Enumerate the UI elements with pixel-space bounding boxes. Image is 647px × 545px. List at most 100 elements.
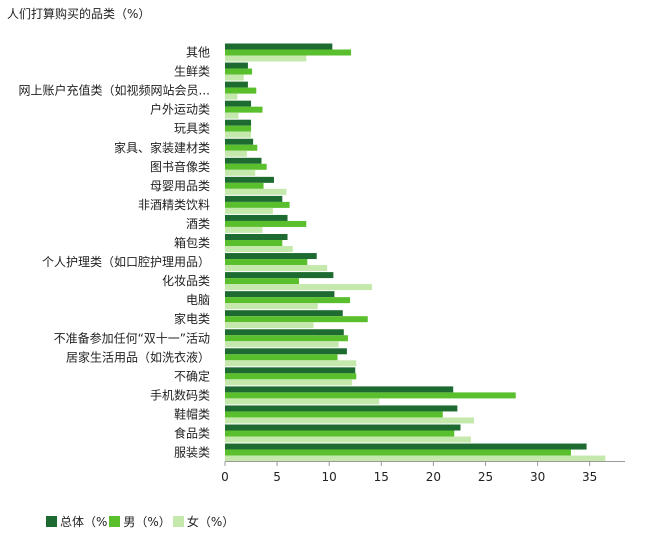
bar bbox=[225, 291, 335, 298]
legend: 总体（% 男（%） 女（%） bbox=[46, 513, 236, 530]
bar bbox=[225, 392, 516, 399]
bar bbox=[225, 207, 273, 214]
x-tick-label: 0 bbox=[221, 470, 229, 484]
bar bbox=[225, 112, 239, 119]
x-tick-label: 35 bbox=[582, 470, 597, 484]
bar bbox=[225, 234, 288, 240]
bar bbox=[225, 246, 293, 252]
bar bbox=[225, 176, 274, 183]
bar bbox=[225, 455, 606, 462]
legend-swatch bbox=[109, 516, 121, 527]
category-label: 家具、家装建材类 bbox=[114, 140, 210, 155]
category-label: 网上账户充值类（如视频网站会员... bbox=[19, 83, 210, 98]
bar bbox=[225, 322, 314, 329]
category-label: 食品类 bbox=[174, 426, 210, 441]
bar bbox=[225, 411, 443, 418]
legend-item: 男（%） bbox=[109, 513, 171, 530]
bar bbox=[225, 163, 267, 170]
bar bbox=[225, 405, 458, 412]
category-label: 手机数码类 bbox=[150, 387, 210, 402]
legend-label: 总体（% bbox=[60, 515, 108, 529]
category-label: 家电类 bbox=[174, 311, 210, 326]
bar bbox=[225, 119, 252, 126]
bar bbox=[225, 220, 307, 227]
bar bbox=[225, 284, 372, 291]
bar bbox=[225, 348, 347, 355]
bar bbox=[225, 259, 308, 266]
bar bbox=[225, 443, 587, 450]
bar bbox=[225, 62, 248, 69]
bar bbox=[225, 316, 368, 323]
legend-swatch bbox=[46, 516, 57, 527]
bar bbox=[225, 379, 353, 386]
category-label: 生鲜类 bbox=[174, 65, 210, 79]
bar bbox=[225, 106, 263, 113]
bar bbox=[225, 138, 254, 145]
category-label: 鞋帽类 bbox=[174, 406, 210, 421]
x-tick-label: 30 bbox=[530, 470, 545, 484]
chart-title: 人们打算购买的品类（%） bbox=[7, 7, 151, 21]
category-label: 个人护理类（如口腔护理用品） bbox=[42, 254, 210, 269]
category-label: 母婴用品类 bbox=[150, 179, 210, 193]
category-label: 非酒精类饮料 bbox=[138, 198, 210, 212]
bar bbox=[225, 157, 262, 164]
category-label: 酒类 bbox=[186, 217, 210, 231]
category-label: 户外运动类 bbox=[150, 102, 210, 117]
bar bbox=[225, 55, 307, 62]
bar bbox=[225, 188, 287, 195]
category-label: 化妆品类 bbox=[162, 274, 210, 288]
category-label: 图书音像类 bbox=[150, 159, 210, 174]
bar bbox=[225, 125, 252, 132]
bar bbox=[225, 373, 357, 380]
bar bbox=[225, 87, 257, 94]
bar bbox=[225, 310, 343, 317]
x-tick-label: 15 bbox=[374, 470, 389, 484]
bar bbox=[225, 367, 356, 374]
category-label: 不准备参加任何“双十一”活动 bbox=[54, 330, 210, 345]
bar bbox=[225, 424, 461, 431]
bar bbox=[225, 74, 244, 81]
bar bbox=[225, 81, 248, 88]
bar bbox=[225, 360, 357, 367]
bar bbox=[225, 354, 338, 361]
category-label: 居家生活用品（如洗衣液） bbox=[66, 349, 210, 364]
bar bbox=[225, 335, 348, 342]
bar bbox=[225, 131, 252, 138]
bar bbox=[225, 278, 299, 285]
legend-swatch bbox=[172, 516, 184, 527]
bar bbox=[225, 329, 344, 336]
bar bbox=[225, 68, 253, 75]
legend-label: 女（%） bbox=[186, 515, 235, 529]
bar bbox=[225, 49, 352, 56]
bar bbox=[225, 43, 333, 50]
bar bbox=[225, 100, 252, 107]
category-label: 玩具类 bbox=[174, 122, 210, 136]
x-tick-label: 25 bbox=[478, 470, 493, 484]
category-label: 电脑 bbox=[186, 293, 210, 307]
x-tick-label: 20 bbox=[426, 470, 441, 484]
bar bbox=[225, 417, 475, 424]
legend-label: 男（%） bbox=[123, 515, 171, 529]
bar bbox=[225, 226, 263, 233]
category-label: 箱包类 bbox=[174, 235, 210, 250]
x-tick-label: 5 bbox=[273, 470, 281, 484]
bar bbox=[225, 253, 317, 260]
bar bbox=[225, 430, 455, 437]
bar bbox=[225, 386, 454, 393]
bar bbox=[225, 169, 256, 176]
bar bbox=[225, 195, 283, 202]
bar bbox=[225, 265, 328, 272]
bar bbox=[225, 303, 318, 310]
bar bbox=[225, 144, 258, 151]
category-label: 不确定 bbox=[174, 368, 210, 383]
bar bbox=[225, 449, 571, 456]
bar bbox=[225, 341, 339, 348]
bar bbox=[225, 436, 471, 443]
bar bbox=[225, 272, 334, 279]
bar bbox=[225, 297, 351, 304]
x-tick-label: 10 bbox=[322, 470, 337, 484]
category-label: 其他 bbox=[186, 46, 210, 60]
bar bbox=[225, 398, 380, 405]
bar bbox=[225, 240, 283, 246]
